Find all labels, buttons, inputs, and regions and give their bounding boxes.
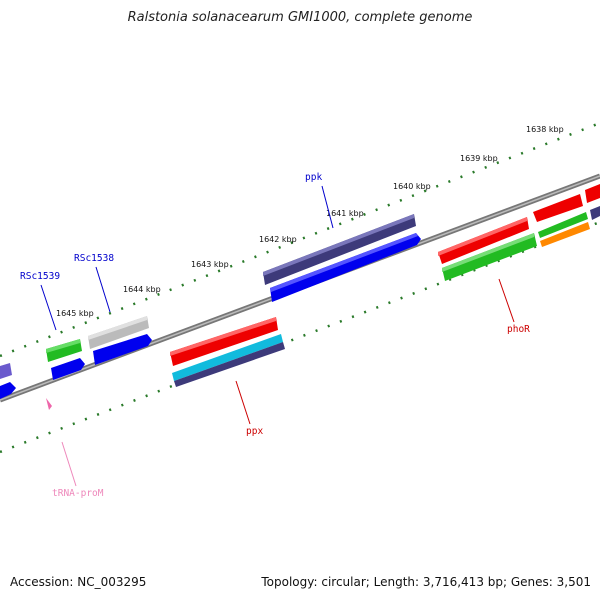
tick-label-1641: 1641 kbp [326,209,364,218]
outer-scale-line [0,121,600,358]
gene-rsc1538-feature[interactable] [88,316,152,365]
gene-right-feature-b[interactable] [585,184,600,220]
gene-right-feature-a[interactable] [533,194,590,247]
accession-label: Accession: NC_003295 [10,575,147,589]
tick-label-1639: 1639 kbp [460,154,498,163]
gene-phor-feature[interactable] [438,217,537,281]
gene-trna-feature[interactable] [46,398,52,410]
tick-label-1645: 1645 kbp [56,309,94,318]
tick-label-1638: 1638 kbp [526,125,564,134]
map-title: Ralstonia solanacearum GMI1000, complete… [127,10,473,25]
gene-label-ppx[interactable]: ppx [246,426,263,437]
gene-label-trna[interactable]: tRNA-proM [52,488,104,499]
tick-label-1642: 1642 kbp [259,235,297,244]
gene-label-ppk[interactable]: ppk [305,172,322,183]
tick-label-1640: 1640 kbp [393,182,431,191]
tick-label-1644: 1644 kbp [123,285,161,294]
tick-label-1643: 1643 kbp [191,260,229,269]
gene-label-phor[interactable]: phoR [507,324,530,335]
gene-label-rsc1539[interactable]: RSc1539 [20,271,60,282]
genome-stats-label: Topology: circular; Length: 3,716,413 bp… [261,575,591,589]
gene-left-edge-feature[interactable] [0,363,16,399]
gene-ppk-feature[interactable] [263,214,421,302]
gene-label-rsc1538[interactable]: RSc1538 [74,253,114,264]
gene-ppx-feature[interactable] [170,317,285,387]
gene-rsc1539-feature[interactable] [46,339,85,380]
